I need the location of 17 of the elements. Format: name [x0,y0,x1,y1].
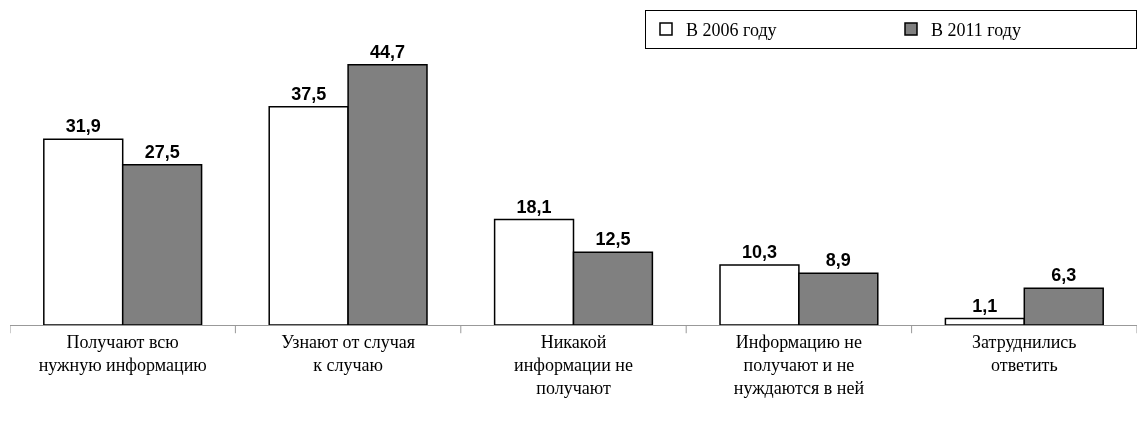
data-label: 31,9 [65,116,101,137]
legend-label: В 2011 году [931,20,1021,41]
data-label: 8,9 [825,250,851,271]
x-tick-label: Получают всю нужную информацию [38,331,207,375]
x-tick-label: Затруднились ответить [972,331,1077,375]
x-tick-label: Никакой информации не получают [514,331,633,399]
data-label: 27,5 [144,141,180,162]
data-label: 1,1 [972,295,998,316]
data-label: 44,7 [370,41,406,62]
data-label: 12,5 [595,229,631,250]
x-tick-label: Информацию не получают и не нуждаются в ней [733,331,865,399]
legend-label: В 2006 году [686,20,777,41]
data-label: 6,3 [1051,265,1077,286]
data-label: 37,5 [291,83,327,104]
x-tick-label: Узнают от случая к случаю [281,331,416,375]
data-label: 10,3 [741,242,777,263]
data-label: 18,1 [516,196,552,217]
